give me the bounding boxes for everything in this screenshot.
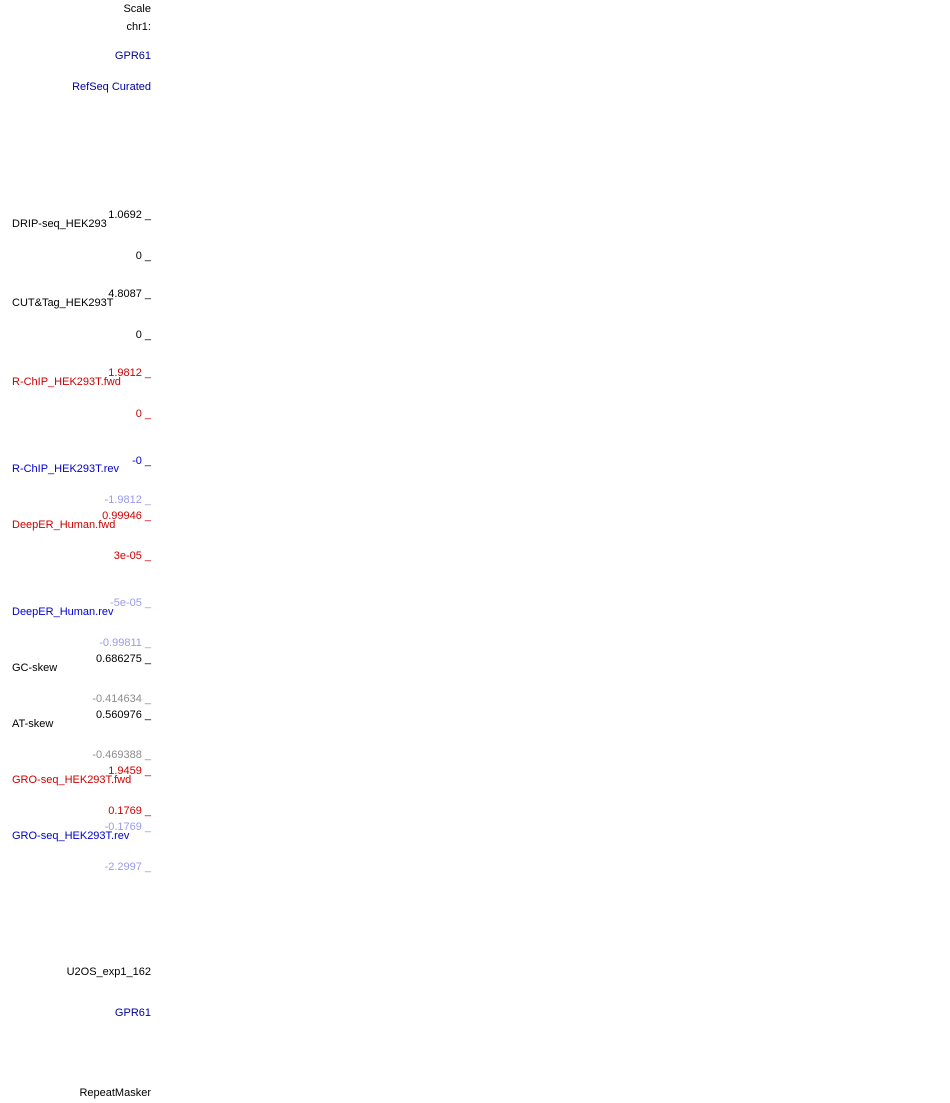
track-max-value: 1.9459 _ [0,755,151,788]
track-min-value: 0 _ [0,240,151,273]
value-text: 0 [135,250,142,262]
track-label-gro-seq-hek293t-fwd[interactable]: GRO-seq_HEK293T.fwd [12,774,132,786]
track-max-value: 1.0692 _ [0,199,151,232]
axis-tick: _ [144,455,151,467]
axis-tick: _ [144,408,151,420]
value-text: 0.560976 [95,709,142,721]
refseq-curated-label[interactable]: RefSeq Curated [72,81,151,93]
value-text: -0.469388 [92,749,142,761]
axis-tick: _ [144,329,151,341]
value-text: 1.0692 [108,209,142,221]
track-max-value: 0.99946 _ [0,500,151,533]
axis-tick: _ [144,861,151,873]
value-text: 1.9812 [108,367,142,379]
position-label: chr1: [126,21,151,33]
value-text: 1.9459 [108,765,142,777]
track-max-value: 4.8087 _ [0,278,151,311]
value-text: 4.8087 [108,288,142,300]
track-max-value: -0.1769 _ [0,811,151,844]
track-label-r-chip-hek293t-rev[interactable]: R-ChIP_HEK293T.rev [12,463,119,475]
axis-tick: _ [144,637,151,649]
track-label-deeper-human-rev[interactable]: DeepER_Human.rev [12,606,114,618]
axis-tick: _ [144,653,151,665]
track-min-value: 0.1769 _ [0,795,151,828]
axis-tick: _ [144,550,151,562]
track-label-drip-seq-hek293[interactable]: DRIP-seq_HEK293 [12,218,107,230]
axis-tick: _ [144,749,151,761]
value-text: 0.686275 [95,653,142,665]
value-text: -2.2997 [104,861,142,873]
value-text: -5e-05 [110,597,142,609]
track-label-r-chip-hek293t-fwd[interactable]: R-ChIP_HEK293T.fwd [12,376,121,388]
axis-tick: _ [144,288,151,300]
value-text: -0.414634 [92,693,142,705]
axis-tick: _ [144,805,151,817]
track-label-repeatmasker[interactable]: RepeatMasker [79,1087,151,1099]
axis-tick: _ [144,597,151,609]
value-text: -0 [132,455,142,467]
track-max-value: 0.560976 _ [0,699,151,732]
track-max-value: -0 _ [0,445,151,478]
value-text: 3e-05 [113,550,142,562]
value-text: -0.1769 [104,821,142,833]
track-min-value: 0 _ [0,398,151,431]
axis-tick: _ [144,510,151,522]
track-min-value: -2.2997 _ [0,851,151,884]
gene-label-top[interactable]: GPR61 [114,50,151,62]
axis-tick: _ [144,765,151,777]
axis-tick: _ [144,821,151,833]
axis-tick: _ [144,209,151,221]
track-max-value: -5e-05 _ [0,587,151,620]
value-text: -1.9812 [104,494,142,506]
track-min-value: -1.9812 _ [0,484,151,517]
scale-label: Scale [123,3,151,15]
track-min-value: 3e-05 _ [0,540,151,573]
track-min-value: -0.469388 _ [0,739,151,772]
axis-tick: _ [144,693,151,705]
value-text: 0 [135,329,142,341]
value-text: 0 [135,408,142,420]
value-text: 0.99946 [102,510,142,522]
track-min-value: -0.99811 _ [0,627,151,660]
axis-tick: _ [144,367,151,379]
track-min-value: 0 _ [0,319,151,352]
track-label-gc-skew[interactable]: GC-skew [12,662,58,674]
value-text: -0.99811 [99,637,142,649]
track-min-value: -0.414634 _ [0,683,151,716]
axis-tick: _ [144,494,151,506]
track-label-cut-and-tag-hek293t[interactable]: CUT&Tag_HEK293T [12,297,114,309]
track-label-deeper-human-fwd[interactable]: DeepER_Human.fwd [12,519,116,531]
track-label-gro-seq-hek293t-rev[interactable]: GRO-seq_HEK293T.rev [12,830,130,842]
axis-tick: _ [144,250,151,262]
value-text: 0.1769 [108,805,142,817]
track-max-value: 1.9812 _ [0,357,151,390]
axis-tick: _ [144,709,151,721]
track-label-at-skew[interactable]: AT-skew [12,718,54,730]
gene-label-bottom[interactable]: GPR61 [114,1007,151,1019]
track-max-value: 0.686275 _ [0,643,151,676]
track-label-u2os-exp1-162[interactable]: U2OS_exp1_162 [66,966,151,978]
